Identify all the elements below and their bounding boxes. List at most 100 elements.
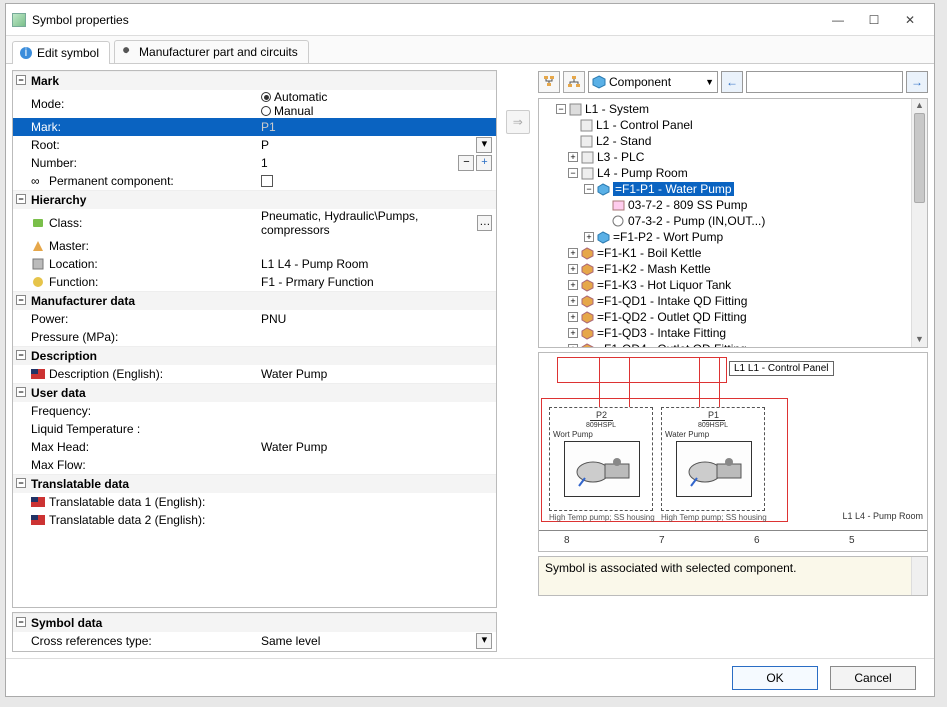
row-trans1[interactable]: Translatable data 1 (English): (13, 493, 496, 511)
flag-us-icon (31, 367, 45, 381)
row-master[interactable]: Master: (13, 237, 496, 255)
panel-icon (581, 167, 594, 180)
comp-icon (581, 279, 594, 292)
tab-edit-symbol[interactable]: i Edit symbol (12, 41, 110, 64)
associate-button[interactable]: ⇒ (506, 110, 530, 134)
comp-icon (581, 247, 594, 260)
info-icon: i (19, 46, 33, 60)
row-class[interactable]: Class: Pneumatic, Hydraulic\Pumps, compr… (13, 209, 496, 237)
root-dropdown-button[interactable]: ▾ (476, 137, 492, 153)
pump-image (565, 442, 641, 498)
tab-edit-symbol-label: Edit symbol (37, 46, 99, 60)
part-icon (612, 199, 625, 212)
symbol-icon (612, 215, 625, 228)
app-icon (12, 13, 26, 27)
component-dropdown[interactable]: Component ▼ (588, 71, 718, 93)
ok-button[interactable]: OK (732, 666, 818, 690)
close-button[interactable]: ✕ (892, 6, 928, 34)
infinity-icon: ∞ (31, 174, 45, 188)
comp-icon (597, 231, 610, 244)
minimize-button[interactable]: ― (820, 6, 856, 34)
section-hierarchy[interactable]: −Hierarchy (13, 190, 496, 209)
class-icon (31, 216, 45, 230)
comp-icon (597, 183, 610, 196)
tree-search-input[interactable] (746, 71, 903, 93)
flag-us-icon (31, 513, 45, 527)
function-icon (31, 275, 45, 289)
row-mode: Mode: Automatic Manual (13, 90, 496, 118)
row-frequency[interactable]: Frequency: (13, 402, 496, 420)
property-panel: −Mark Mode: Automatic Manual Mark: P1 Ro… (12, 70, 497, 608)
row-max-flow[interactable]: Max Flow: (13, 456, 496, 474)
tree-view-button-1[interactable] (538, 71, 560, 93)
preview-pr-label: L1 L4 - Pump Room (842, 511, 923, 521)
number-minus-button[interactable]: − (458, 155, 474, 171)
tree-toolbar: Component ▼ ← → (538, 70, 928, 94)
nav-forward-button[interactable]: → (906, 71, 928, 93)
section-mfrdata[interactable]: −Manufacturer data (13, 291, 496, 310)
row-permanent[interactable]: ∞Permanent component: (13, 172, 496, 190)
cancel-button[interactable]: Cancel (830, 666, 916, 690)
button-bar: OK Cancel (6, 658, 934, 696)
tab-manufacturer[interactable]: Manufacturer part and circuits (114, 40, 309, 63)
section-userdata[interactable]: −User data (13, 383, 496, 402)
symbol-data-panel: −Symbol data Cross references type:Same … (12, 612, 497, 652)
row-number[interactable]: Number: 1−+ (13, 154, 496, 172)
row-liquid-temp[interactable]: Liquid Temperature : (13, 420, 496, 438)
maximize-button[interactable]: ☐ (856, 6, 892, 34)
flag-us-icon (31, 495, 45, 509)
component-icon (592, 75, 606, 89)
hierarchy-icon (542, 75, 556, 89)
chevron-down-icon: ▼ (705, 77, 714, 87)
panel-icon (580, 119, 593, 132)
preview-panel: L1 L1 - Control Panel P2 809HSPL Wort Pu… (538, 352, 928, 552)
section-translatable[interactable]: −Translatable data (13, 474, 496, 493)
row-mark[interactable]: Mark: P1 (13, 118, 496, 136)
comp-icon (581, 327, 594, 340)
dialog-window: Symbol properties ― ☐ ✕ i Edit symbol Ma… (5, 3, 935, 697)
tree-view-button-2[interactable] (563, 71, 585, 93)
preview-cp-label: L1 L1 - Control Panel (729, 361, 834, 376)
comp-icon (581, 263, 594, 276)
permanent-checkbox[interactable] (261, 175, 273, 187)
status-message: Symbol is associated with selected compo… (545, 561, 796, 575)
tree-node-selected: −=F1-P1 - Water Pump (541, 181, 925, 197)
radio-manual[interactable]: Manual (261, 104, 313, 118)
window-title: Symbol properties (32, 13, 820, 27)
row-desc-en[interactable]: Description (English):Water Pump (13, 365, 496, 383)
master-icon (31, 239, 45, 253)
row-max-head[interactable]: Max Head:Water Pump (13, 438, 496, 456)
row-power[interactable]: Power:PNU (13, 310, 496, 328)
row-location[interactable]: Location: L1 L4 - Pump Room (13, 255, 496, 273)
section-symboldata[interactable]: −Symbol data (13, 613, 496, 632)
comp-icon (581, 343, 594, 349)
class-browse-button[interactable]: … (477, 215, 492, 231)
radio-automatic[interactable]: Automatic (261, 90, 327, 104)
row-function[interactable]: Function: F1 - Prmary Function (13, 273, 496, 291)
wrench-icon (121, 45, 135, 59)
pump-image (677, 442, 753, 498)
book-icon (569, 103, 582, 116)
comp-icon (581, 311, 594, 324)
row-root[interactable]: Root: P▾ (13, 136, 496, 154)
tab-manufacturer-label: Manufacturer part and circuits (139, 45, 298, 59)
number-plus-button[interactable]: + (476, 155, 492, 171)
tree-scrollbar[interactable]: ▲▼ (911, 99, 927, 347)
section-mark[interactable]: −Mark (13, 71, 496, 90)
row-trans2[interactable]: Translatable data 2 (English): (13, 511, 496, 529)
svg-text:i: i (25, 46, 28, 59)
hierarchy2-icon (567, 75, 581, 89)
tab-bar: i Edit symbol Manufacturer part and circ… (6, 36, 934, 64)
row-pressure[interactable]: Pressure (MPa): (13, 328, 496, 346)
xref-dropdown-button[interactable]: ▾ (476, 633, 492, 649)
associate-arrow: ⇒ (503, 70, 532, 652)
nav-back-button[interactable]: ← (721, 71, 743, 93)
panel-icon (581, 151, 594, 164)
titlebar: Symbol properties ― ☐ ✕ (6, 4, 934, 36)
component-tree[interactable]: −L1 - System L1 - Control Panel L2 - Sta… (538, 98, 928, 348)
msg-scrollbar[interactable] (911, 557, 927, 595)
section-description[interactable]: −Description (13, 346, 496, 365)
location-icon (31, 257, 45, 271)
message-panel: Symbol is associated with selected compo… (538, 556, 928, 596)
row-xref[interactable]: Cross references type:Same level▾ (13, 632, 496, 650)
